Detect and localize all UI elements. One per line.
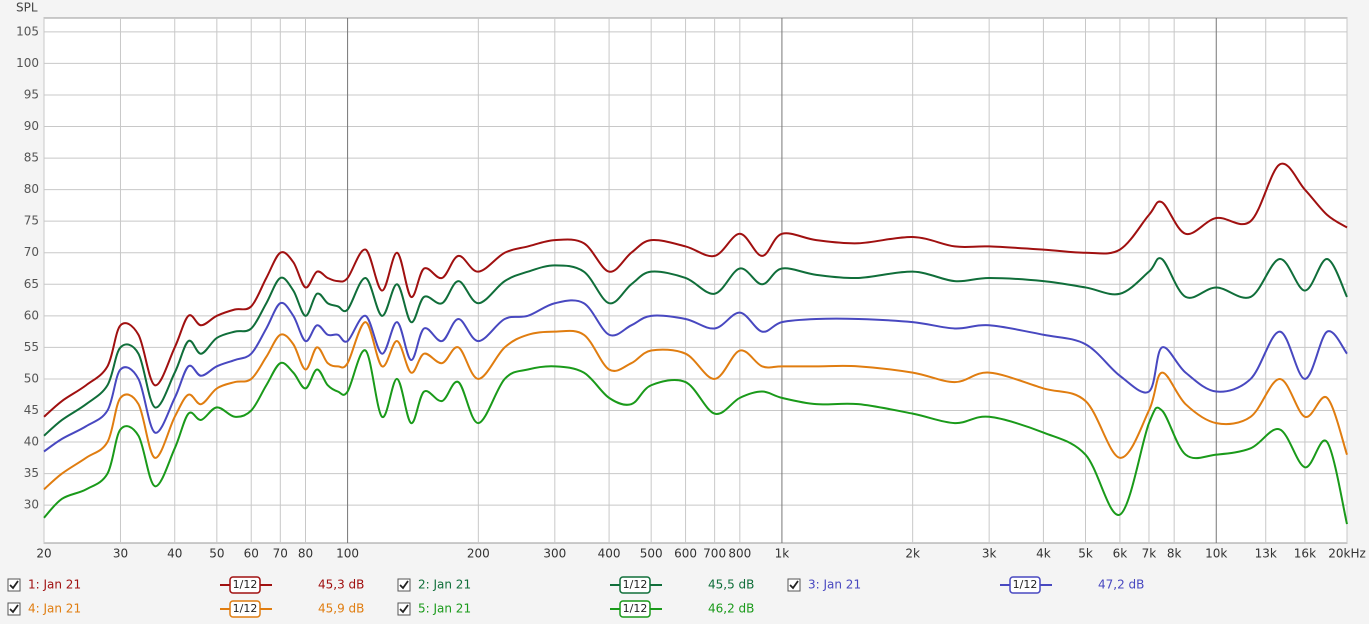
smoothing-label: 1/12: [233, 602, 258, 615]
x-tick-label: 3k: [982, 547, 997, 561]
x-tick-label: 500: [640, 547, 663, 561]
y-tick-label: 90: [24, 119, 39, 133]
checkmark: [9, 580, 19, 590]
series-line: [43, 257, 1348, 437]
checkbox[interactable]: [7, 602, 21, 616]
level-label: 46,2 dB: [708, 602, 754, 616]
x-tick-label: 5k: [1078, 547, 1093, 561]
series-line: [43, 321, 1348, 491]
y-tick-label: 35: [24, 466, 39, 480]
legend-label: 3: Jan 21: [808, 578, 861, 592]
x-tick-label: 400: [598, 547, 621, 561]
smoothing-box[interactable]: [229, 576, 261, 594]
x-tick-label: 60: [244, 547, 259, 561]
series-line: [43, 162, 1348, 418]
legend-label: 1: Jan 21: [28, 578, 81, 592]
x-tick-label: 700: [703, 547, 726, 561]
y-tick-label: 80: [24, 182, 39, 196]
smoothing-label: 1/12: [1013, 578, 1038, 591]
plot-area: [43, 17, 1348, 544]
series-line: [43, 299, 1348, 453]
x-tick-label: 8k: [1167, 547, 1182, 561]
x-tick-label: 200: [467, 547, 490, 561]
x-tick-label: 4k: [1036, 547, 1051, 561]
y-tick-label: 100: [16, 56, 39, 70]
series-line: [43, 349, 1348, 525]
y-tick-label: 95: [24, 87, 39, 101]
x-tick-label: 20: [36, 547, 51, 561]
y-tick-label: 30: [24, 498, 39, 512]
legend-label: 2: Jan 21: [418, 578, 471, 592]
y-tick-label: 65: [24, 277, 39, 291]
y-axis-label: SPL: [16, 1, 38, 15]
y-tick-label: 50: [24, 371, 39, 385]
x-tick-label: 70: [273, 547, 288, 561]
x-tick-label: 10k: [1205, 547, 1227, 561]
level-label: 47,2 dB: [1098, 578, 1144, 592]
y-tick-label: 70: [24, 245, 39, 259]
legend: 1: Jan 21 1/12 45,3 dB 2: Jan 21 1/12 45,5 dB…: [7, 576, 1144, 618]
x-tick-label: 30: [113, 547, 128, 561]
smoothing-box[interactable]: [229, 600, 261, 618]
checkbox[interactable]: [7, 578, 21, 592]
y-tick-label: 75: [24, 214, 39, 228]
x-tick-label: 40: [167, 547, 182, 561]
smoothing-box[interactable]: [619, 576, 651, 594]
legend-label: 4: Jan 21: [28, 602, 81, 616]
x-tick-label: 600: [674, 547, 697, 561]
x-tick-label: 13k: [1255, 547, 1277, 561]
x-tick-label: 16k: [1294, 547, 1316, 561]
x-tick-label: 100: [336, 547, 359, 561]
x-tick-label: 1k: [775, 547, 790, 561]
legend-label: 5: Jan 21: [418, 602, 471, 616]
x-tick-label: 80: [298, 547, 313, 561]
y-tick-label: 55: [24, 340, 39, 354]
x-tick-label: 6k: [1113, 547, 1128, 561]
level-label: 45,3 dB: [318, 578, 364, 592]
y-tick-label: 85: [24, 151, 39, 165]
grid: 30 35 40 45 50 55 60 65 70 75 80 85 90 95 100 105 20 30 40…: [16, 18, 1366, 561]
x-tick-label: 20kHz: [1328, 547, 1366, 561]
y-tick-label: 40: [24, 435, 39, 449]
y-tick-label: 105: [16, 24, 39, 38]
y-tick-label: 45: [24, 403, 39, 417]
smoothing-label: 1/12: [623, 578, 648, 591]
x-tick-label: 50: [209, 547, 224, 561]
checkbox[interactable]: [397, 602, 411, 616]
checkbox[interactable]: [397, 578, 411, 592]
x-tick-label: 7k: [1142, 547, 1157, 561]
smoothing-box[interactable]: [1009, 576, 1041, 594]
x-tick-label: 2k: [905, 547, 920, 561]
checkmark: [789, 580, 799, 590]
lines: [43, 162, 1348, 525]
x-tick-label: 800: [728, 547, 751, 561]
smoothing-label: 1/12: [623, 602, 648, 615]
x-tick-label: 300: [543, 547, 566, 561]
checkmark: [399, 604, 409, 614]
level-label: 45,9 dB: [318, 602, 364, 616]
checkmark: [9, 604, 19, 614]
level-label: 45,5 dB: [708, 578, 754, 592]
checkmark: [399, 580, 409, 590]
smoothing-box[interactable]: [619, 600, 651, 618]
y-tick-label: 60: [24, 308, 39, 322]
checkbox[interactable]: [787, 578, 801, 592]
smoothing-label: 1/12: [233, 578, 258, 591]
